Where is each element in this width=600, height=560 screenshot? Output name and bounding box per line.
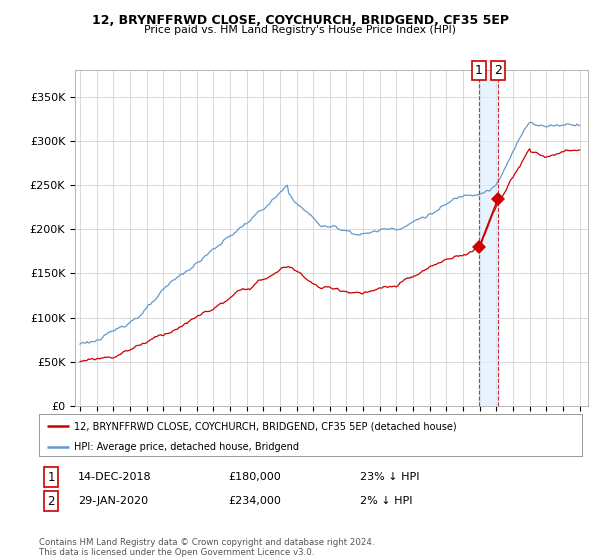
Text: Contains HM Land Registry data © Crown copyright and database right 2024.
This d: Contains HM Land Registry data © Crown c… — [39, 538, 374, 557]
Text: 23% ↓ HPI: 23% ↓ HPI — [360, 472, 419, 482]
Text: Price paid vs. HM Land Registry's House Price Index (HPI): Price paid vs. HM Land Registry's House … — [144, 25, 456, 35]
Text: 29-JAN-2020: 29-JAN-2020 — [78, 496, 148, 506]
Text: 12, BRYNFFRWD CLOSE, COYCHURCH, BRIDGEND, CF35 5EP: 12, BRYNFFRWD CLOSE, COYCHURCH, BRIDGEND… — [91, 14, 509, 27]
Text: £234,000: £234,000 — [228, 496, 281, 506]
Text: 2% ↓ HPI: 2% ↓ HPI — [360, 496, 413, 506]
Text: 14-DEC-2018: 14-DEC-2018 — [78, 472, 152, 482]
Text: 1: 1 — [47, 470, 55, 484]
Text: 1: 1 — [475, 64, 483, 77]
Text: 12, BRYNFFRWD CLOSE, COYCHURCH, BRIDGEND, CF35 5EP (detached house): 12, BRYNFFRWD CLOSE, COYCHURCH, BRIDGEND… — [74, 421, 457, 431]
Text: HPI: Average price, detached house, Bridgend: HPI: Average price, detached house, Brid… — [74, 442, 299, 452]
Text: 2: 2 — [494, 64, 502, 77]
Text: £180,000: £180,000 — [228, 472, 281, 482]
Bar — [479, 70, 498, 406]
Text: 2: 2 — [47, 494, 55, 508]
